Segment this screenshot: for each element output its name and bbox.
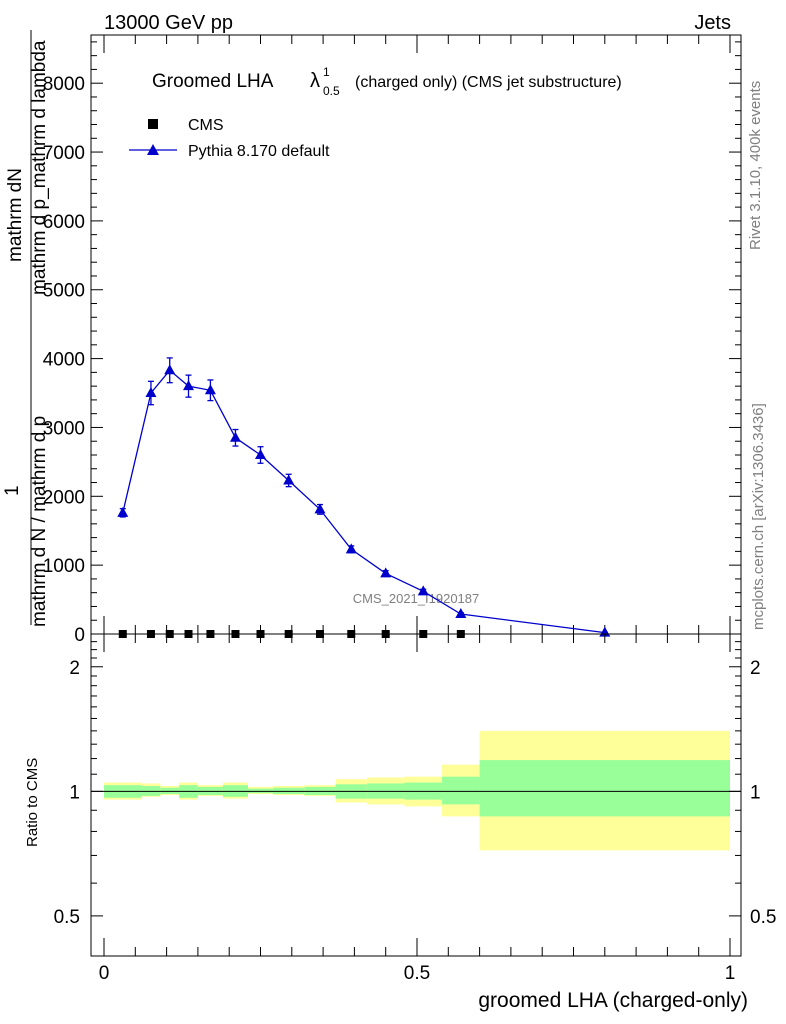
legend-pythia-label: Pythia 8.170 default (188, 143, 330, 160)
ratio-y-tick-label: 2 (69, 658, 80, 679)
plot-title-suffix: (charged only) (CMS jet substructure) (355, 74, 622, 91)
header-energy-label: 13000 GeV pp (104, 12, 233, 34)
ratio-y-tick-label: 1 (69, 782, 80, 803)
ratio-inner-band (442, 776, 480, 805)
pythia-data-point (417, 585, 429, 596)
main-y-axis-label: mathrm dN mathrm d p_mathrm d lambda 1 m… (2, 30, 50, 627)
ratio-plot-panel: 0.5 0.51 12 2 0 0.5 1 Ratio to CMS groomed LH… (24, 633, 776, 1012)
ratio-x-tick-label: 0.5 (404, 963, 430, 984)
pythia-data-point (183, 380, 195, 391)
header-category-label: Jets (694, 12, 731, 34)
main-y-tick-label: 1000 (43, 556, 85, 577)
pythia-data-point (283, 474, 295, 485)
pythia-data-point (455, 608, 467, 619)
legend-cms-label: CMS (188, 117, 224, 134)
analysis-watermark: CMS_2021_I1920187 (353, 591, 480, 606)
main-y-axis: 0 1000 2000 3000 4000 5000 6000 7000 8000 (43, 41, 741, 646)
ratio-x-tick-label: 1 (725, 963, 736, 984)
pythia-data-point (164, 364, 176, 375)
pythia-data-point (380, 567, 392, 578)
ratio-x-axis: 0 0.5 1 (99, 634, 736, 984)
ratio-y-axis-label: Ratio to CMS (24, 758, 41, 847)
ratio-bands-group (104, 730, 730, 851)
pythia-data-point (145, 387, 157, 398)
ratio-y-tick-label-right: 0.5 (750, 907, 776, 928)
plot-title-symbol: λ (310, 70, 320, 92)
plot-title: Groomed LHA λ 1 0.5 (charged only) (CMS … (152, 65, 622, 98)
ratio-x-tick-label: 0 (99, 963, 110, 984)
ratio-y-tick-label-right: 2 (750, 658, 761, 679)
ratio-inner-band (479, 760, 730, 817)
main-y-tick-label: 5000 (43, 281, 85, 302)
ylabel-one: 1 (2, 485, 23, 496)
main-y-tick-label: 2000 (43, 487, 85, 508)
main-y-tick-label: 4000 (43, 350, 85, 371)
main-y-tick-label: 3000 (43, 418, 85, 439)
main-y-tick-label: 0 (74, 625, 85, 646)
pythia-data-point (229, 431, 241, 442)
mcplots-label: mcplots.cern.ch [arXiv:1306.3436] (750, 403, 767, 630)
ratio-plot-frame (90, 633, 742, 957)
ylabel-numerator: mathrm dN (5, 168, 26, 262)
legend-cms-marker (148, 119, 158, 129)
ylabel-denominator-a: mathrm d p_mathrm d lambda (29, 40, 50, 295)
ylabel-denominator-b: mathrm d N / mathrm d p (29, 416, 50, 627)
main-y-tick-label: 6000 (43, 212, 85, 233)
legend: CMS Pythia 8.170 default (129, 117, 330, 160)
pythia-data-point (255, 448, 266, 459)
ratio-y-tick-label-right: 1 (750, 782, 761, 803)
pythia-data-point (204, 384, 216, 395)
main-y-tick-label: 8000 (43, 74, 85, 95)
legend-pythia-marker (147, 144, 159, 155)
pythia-data-point (314, 503, 326, 514)
pythia-data-point (117, 506, 129, 517)
plot-title-main: Groomed LHA (152, 71, 274, 92)
main-plot-panel: 0 1000 2000 3000 4000 5000 6000 7000 8000 CMS_20… (2, 30, 742, 646)
rivet-version-label: Rivet 3.1.10, 400k events (747, 81, 764, 250)
ratio-y-axis: 0.5 0.5 1 1 2 2 (54, 641, 776, 928)
plot-title-superscript: 1 (323, 65, 330, 79)
plot-title-subscript: 0.5 (323, 84, 340, 98)
main-y-tick-label: 7000 (43, 143, 85, 164)
ratio-y-tick-label: 0.5 (54, 907, 80, 928)
pythia-data-point (345, 543, 357, 554)
x-axis-label: groomed LHA (charged-only) (478, 989, 748, 1012)
